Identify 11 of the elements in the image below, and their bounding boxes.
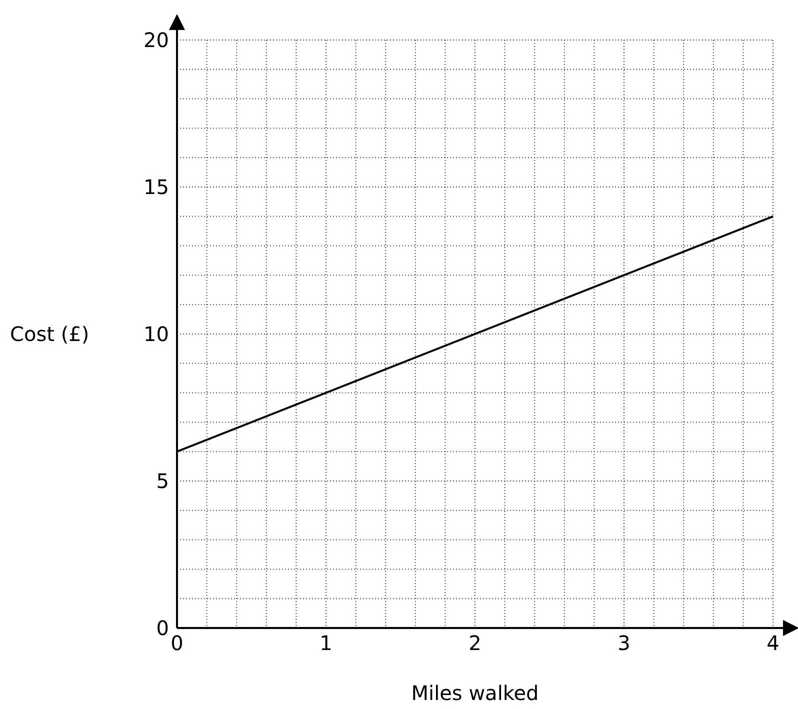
- x-tick-label: 1: [320, 631, 332, 656]
- x-tick-label: 2: [468, 631, 482, 656]
- x-tick-label: 3: [618, 631, 630, 656]
- y-tick-label: 10: [144, 322, 169, 346]
- y-tick-label: 15: [144, 175, 169, 200]
- y-tick-label: 20: [144, 28, 169, 52]
- y-tick-label: 0: [156, 616, 169, 640]
- y-tick-label: 5: [156, 469, 169, 494]
- x-tick-label: 4: [766, 631, 780, 656]
- x-axis-title: Miles walked: [411, 681, 539, 705]
- y-axis-title: Cost (£): [10, 322, 90, 346]
